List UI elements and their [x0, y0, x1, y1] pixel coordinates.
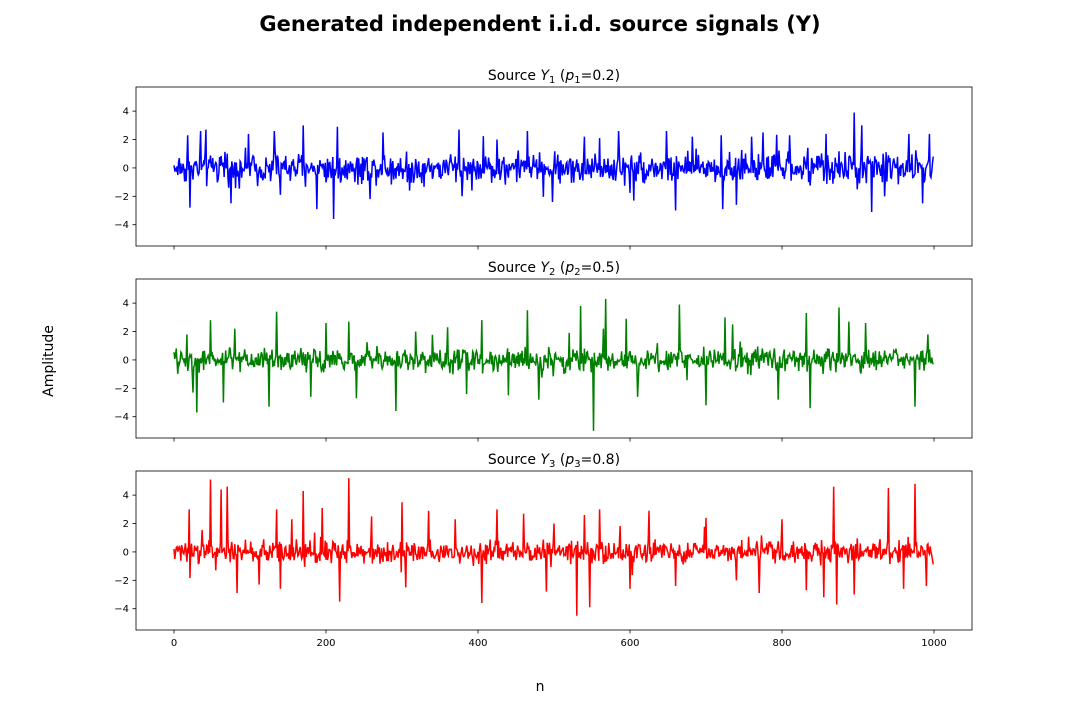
- axes-frame-2: [135, 278, 973, 439]
- x-axis-label: n: [536, 679, 545, 695]
- y-tick-label: −2: [114, 384, 129, 395]
- axes-frame-1: [135, 86, 973, 247]
- axes-frame-3: [135, 470, 973, 631]
- y-tick-label: 0: [123, 547, 129, 558]
- subplot-1: Source Y1 (p1=0.2) −4 −2 0 2 4: [114, 68, 973, 250]
- y-tick-label: −4: [114, 604, 129, 615]
- x-tick-label: 800: [772, 638, 791, 649]
- y-tick-label: 4: [123, 491, 129, 502]
- y-tick-label: 2: [123, 519, 129, 530]
- figure-title: Generated independent i.i.d. source sign…: [259, 12, 820, 36]
- y-tick-label: −2: [114, 576, 129, 587]
- y-tick-label: 0: [123, 163, 129, 174]
- y-tick-label: −2: [114, 192, 129, 203]
- y-tick-label: 4: [123, 299, 129, 310]
- x-tick-label: 200: [316, 638, 335, 649]
- series-line-3: [173, 478, 934, 616]
- series-line-1: [173, 112, 934, 220]
- x-tick-label: 1000: [921, 638, 946, 649]
- x-tick-label: 0: [171, 638, 177, 649]
- x-tick-label: 400: [468, 638, 487, 649]
- y-tick-label: 2: [123, 327, 129, 338]
- subplot-title-3: Source Y3 (p3=0.8): [488, 452, 620, 470]
- y-tick-label: 0: [123, 355, 129, 366]
- subplot-2: Source Y2 (p2=0.5) −4 −2 0 2 4: [114, 260, 973, 442]
- subplot-title-2: Source Y2 (p2=0.5): [488, 260, 620, 278]
- y-tick-label: 2: [123, 135, 129, 146]
- x-tick-label: 600: [620, 638, 639, 649]
- subplot-3: Source Y3 (p3=0.8) −4 −2 0 2 4 0 200 400 600 800 10…: [114, 452, 973, 649]
- y-tick-label: 4: [123, 107, 129, 118]
- y-axis-label: Amplitude: [41, 325, 57, 397]
- y-tick-label: −4: [114, 412, 129, 423]
- series-line-2: [173, 298, 934, 431]
- y-tick-label: −4: [114, 220, 129, 231]
- subplot-title-1: Source Y1 (p1=0.2): [488, 68, 620, 86]
